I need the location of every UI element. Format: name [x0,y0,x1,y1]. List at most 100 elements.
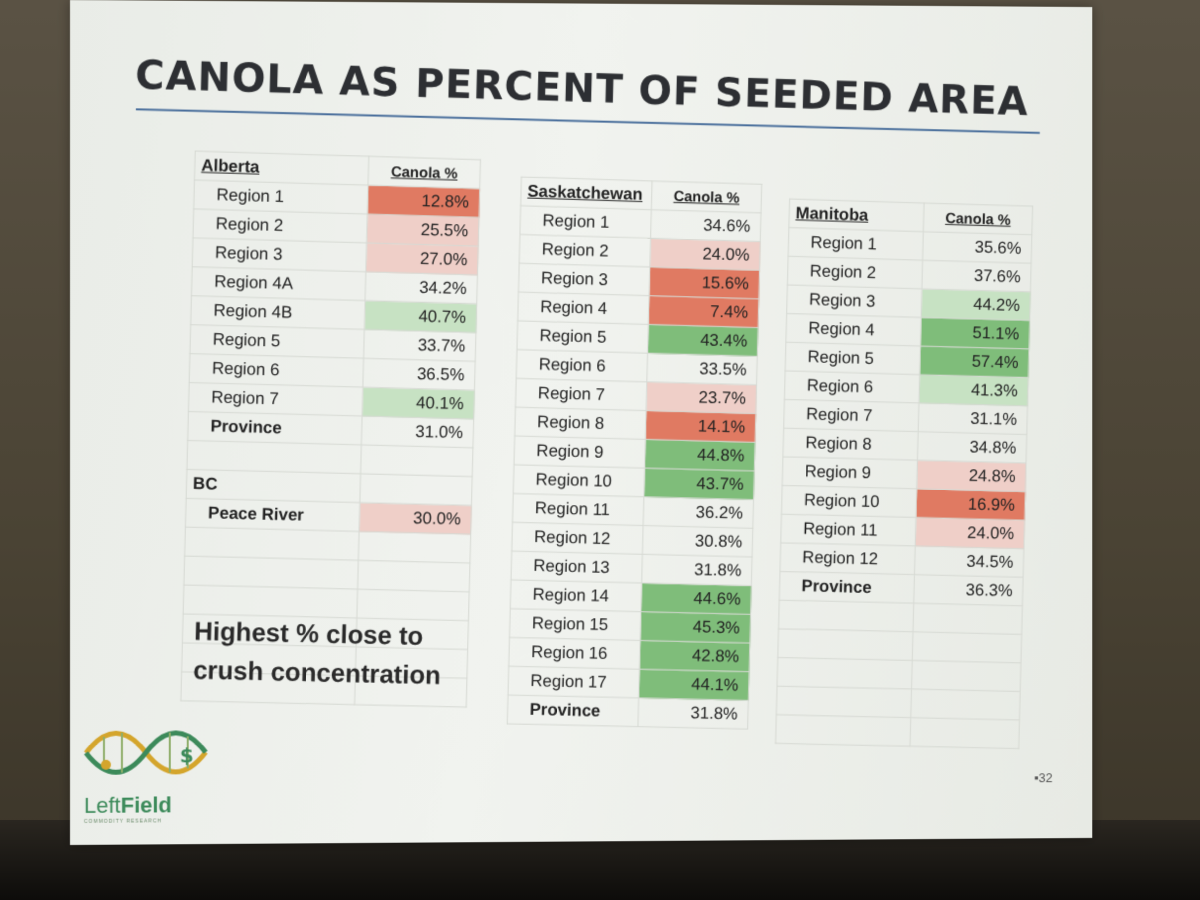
saskatchewan-region-name: Region 11 [512,494,643,526]
saskatchewan-table: Saskatchewan Canola % Region 1 34.6% Region … [507,176,762,729]
slide-title: CANOLA AS PERCENT OF SEEDED AREA [135,52,1029,125]
tables-area: Alberta Canola % Region 1 12.8% Region 2 25.5… [179,151,1077,768]
empty-cell [358,560,470,591]
saskatchewan-region-value: 44.8% [645,439,755,471]
saskatchewan-region-name: Region 6 [516,350,647,382]
saskatchewan-region-name: Region 10 [513,465,644,497]
alberta-region-name: Region 5 [190,325,364,359]
note-line-1: Highest % close to [194,612,443,656]
empty-cell [358,531,470,563]
empty-cell [913,603,1022,634]
empty-cell [911,660,1020,691]
empty-cell [911,689,1020,720]
logo-left: Left [84,793,121,818]
saskatchewan-region-value: 33.5% [647,353,757,385]
alberta-region-name: Region 6 [189,354,363,388]
manitoba-region-value: 24.0% [915,517,1024,548]
manitoba-region-name: Region 9 [782,457,917,489]
manitoba-region-name: Region 1 [788,228,923,261]
saskatchewan-region-value: 44.1% [639,669,749,700]
saskatchewan-region-name: Region 7 [515,378,646,410]
saskatchewan-province-value: 31.8% [638,698,748,729]
manitoba-region-name: Region 11 [781,514,916,546]
saskatchewan-region-value: 45.3% [640,612,750,643]
saskatchewan-region-value: 34.6% [651,210,761,242]
empty-cell [777,657,912,689]
saskatchewan-header: Saskatchewan [521,177,652,210]
saskatchewan-region-value: 42.8% [639,640,749,671]
saskatchewan-province-label: Province [507,695,638,727]
empty-cell [776,715,911,747]
manitoba-region-name: Region 3 [787,285,922,317]
alberta-region-name: Region 7 [188,383,362,417]
saskatchewan-region-value: 7.4% [648,296,758,328]
saskatchewan-region-name: Region 4 [518,292,649,324]
manitoba-province-value: 36.3% [914,575,1023,606]
saskatchewan-region-value: 31.8% [642,554,752,585]
manitoba-region-name: Region 8 [783,428,918,460]
saskatchewan-region-name: Region 1 [520,206,651,239]
manitoba-region-name: Region 2 [787,256,922,289]
manitoba-canola-header: Canola % [923,203,1032,235]
saskatchewan-region-value: 14.1% [645,411,755,443]
saskatchewan-region-value: 44.6% [641,583,751,614]
manitoba-region-value: 37.6% [922,260,1031,292]
saskatchewan-region-value: 43.7% [644,468,754,499]
logo-field: Field [121,792,172,817]
manitoba-region-value: 51.1% [920,317,1029,349]
empty-row [776,715,1020,749]
alberta-canola-header: Canola % [368,156,480,188]
saskatchewan-region-name: Region 3 [518,263,649,296]
manitoba-region-name: Region 6 [784,371,919,403]
page-number: ▪32 [1034,770,1052,785]
saskatchewan-region-name: Region 12 [512,522,643,554]
manitoba-region-name: Region 5 [785,342,920,374]
manitoba-region-value: 24.8% [917,460,1026,491]
saskatchewan-region-value: 30.8% [642,526,752,557]
saskatchewan-region-name: Region 5 [517,321,648,353]
alberta-region-value: 40.7% [364,301,476,333]
empty-cell [360,474,472,506]
manitoba-region-value: 44.2% [921,289,1030,321]
alberta-region-value: 36.5% [363,358,475,390]
manitoba-region-value: 34.5% [914,546,1023,577]
alberta-province-value: 31.0% [361,416,473,448]
empty-cell [187,440,361,473]
manitoba-region-value: 41.3% [919,375,1028,407]
manitoba-region-value: 34.8% [917,432,1026,463]
highlight-note: Highest % close to crush concentration [193,612,443,695]
saskatchewan-region-name: Region 17 [508,666,639,698]
saskatchewan-region-name: Region 8 [515,407,646,439]
manitoba-region-value: 16.9% [916,489,1025,520]
saskatchewan-region-value: 43.4% [648,325,758,357]
manitoba-province-label: Province [779,571,914,603]
manitoba-region-value: 35.6% [923,232,1032,264]
manitoba-region-name: Region 4 [786,314,921,346]
alberta-region-value: 12.8% [367,185,479,217]
saskatchewan-region-value: 36.2% [643,497,753,528]
empty-cell [910,718,1019,749]
saskatchewan-region-name: Region 9 [514,436,645,468]
manitoba-header: Manitoba [789,199,924,232]
manitoba-region-name: Region 12 [780,543,915,575]
empty-cell [361,445,473,477]
manitoba-region-value: 57.4% [920,346,1029,378]
bc-header: BC [186,469,360,502]
bc-region-value: 30.0% [359,503,471,535]
alberta-region-value: 27.0% [366,243,478,275]
saskatchewan-region-name: Region 15 [509,609,640,641]
empty-cell [185,527,359,560]
alberta-region-value: 34.2% [365,272,477,304]
logo-tagline: COMMODITY RESEARCH [84,818,162,825]
empty-cell [779,600,914,632]
saskatchewan-region-name: Region 16 [509,637,640,669]
page-number-value: 32 [1039,770,1053,785]
saskatchewan-region-name: Region 14 [510,580,641,612]
manitoba-table: Manitoba Canola % Region 1 35.6% Region 2 37.… [775,198,1033,749]
svg-text:$: $ [180,743,194,767]
note-line-2: crush concentration [193,651,442,695]
bc-region-name: Peace River [185,498,359,531]
empty-cell [778,629,913,661]
saskatchewan-province-row: Province 31.8% [507,695,748,729]
alberta-province-label: Province [188,411,362,444]
